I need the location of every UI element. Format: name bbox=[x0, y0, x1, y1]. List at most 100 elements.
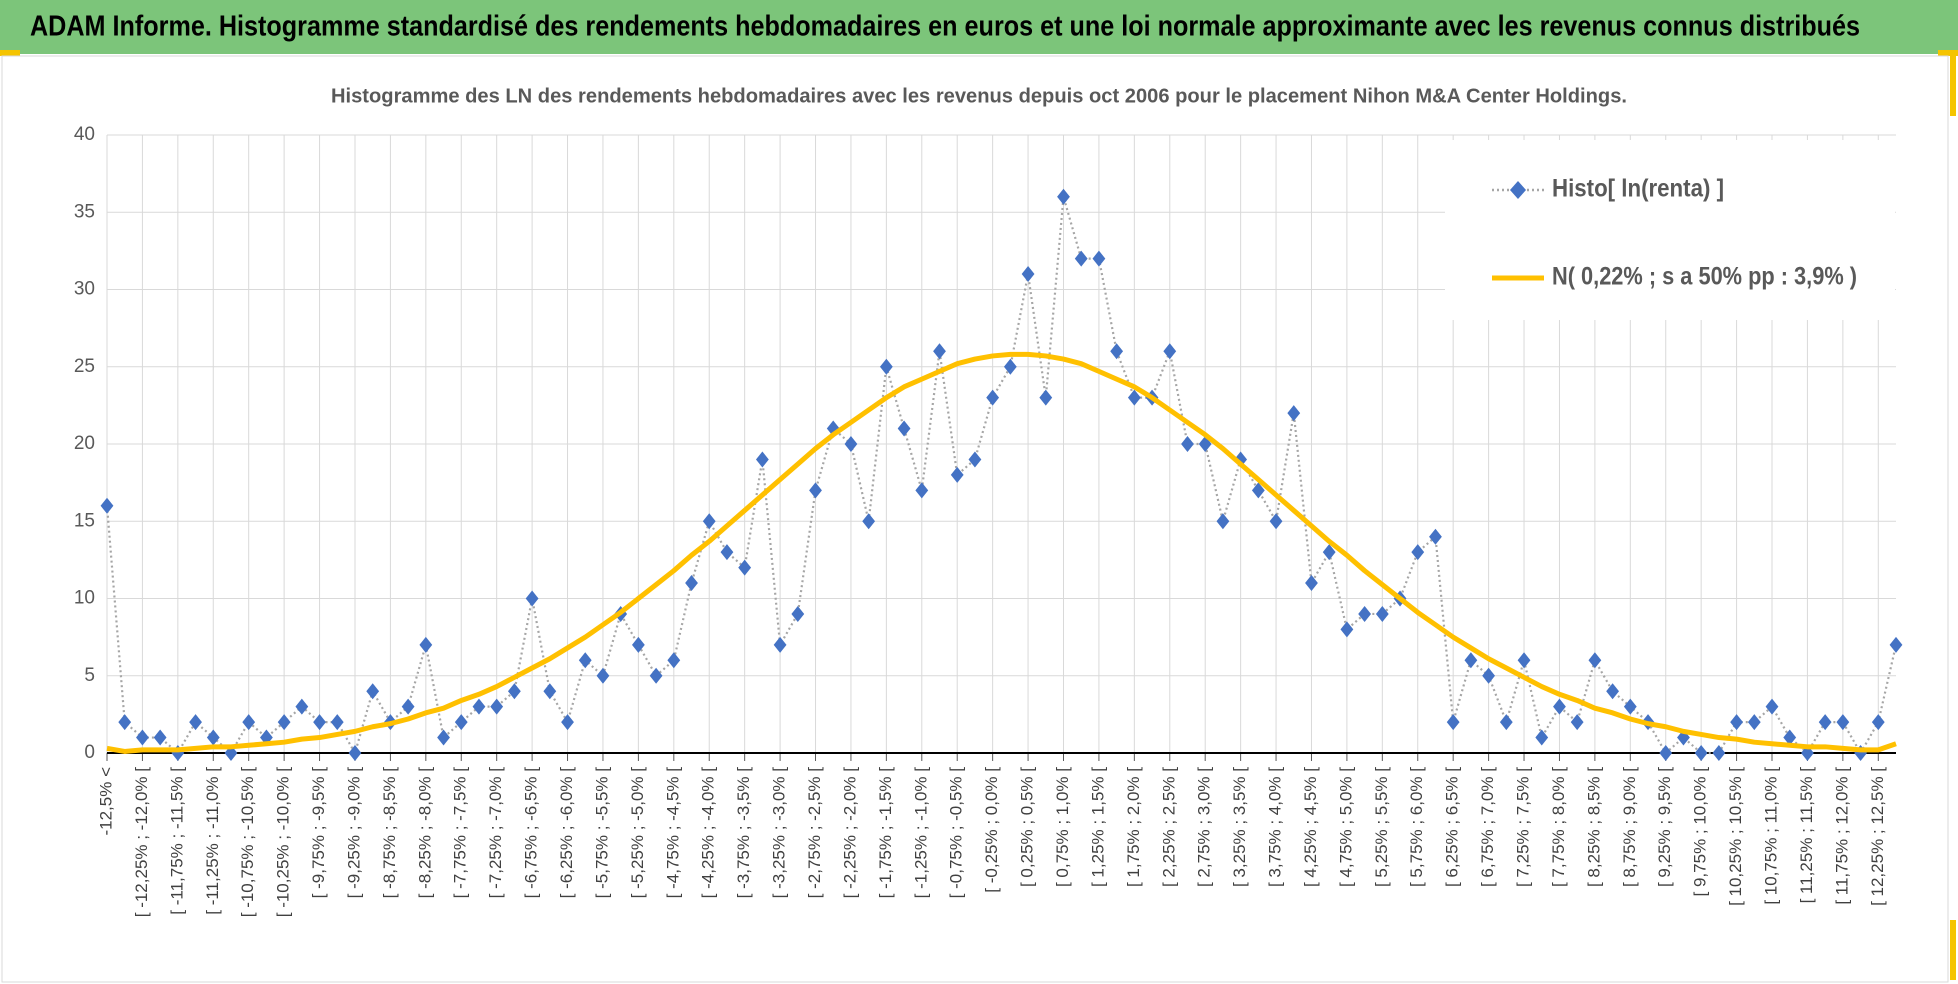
data-point bbox=[773, 636, 787, 653]
data-point bbox=[1057, 188, 1070, 205]
x-tick-label: [ -4,75% ; -4,5% [ bbox=[663, 767, 682, 899]
y-tick-label: 25 bbox=[74, 356, 95, 377]
data-point bbox=[1517, 652, 1531, 669]
x-tick-label: [ -2,25% ; -2,0% [ bbox=[840, 767, 859, 899]
edge-accent bbox=[1950, 920, 1956, 980]
data-point bbox=[1694, 745, 1708, 761]
data-point bbox=[1623, 698, 1637, 715]
x-tick-label: [ 6,25% ; 6,5% [ bbox=[1443, 767, 1462, 887]
data-point bbox=[543, 683, 557, 700]
x-tick-label: [ 11,25% ; 11,5% [ bbox=[1797, 767, 1816, 904]
x-tick-label: [ -0,75% ; -0,5% [ bbox=[947, 767, 966, 899]
data-point bbox=[1110, 343, 1124, 360]
x-tick-label: [ -3,75% ; -3,5% [ bbox=[734, 767, 753, 899]
data-point bbox=[100, 497, 114, 514]
data-point bbox=[472, 698, 486, 715]
x-tick-label: [ -4,25% ; -4,0% [ bbox=[699, 767, 718, 899]
x-tick-label: [ 2,75% ; 3,0% [ bbox=[1195, 767, 1214, 887]
x-tick-label: [ -11,75% ; -11,5% [ bbox=[167, 767, 186, 915]
x-tick-label: [ -8,25% ; -8,0% [ bbox=[415, 767, 434, 899]
data-point bbox=[1039, 389, 1053, 406]
data-point bbox=[295, 698, 309, 715]
x-tick-label: [ -5,25% ; -5,0% [ bbox=[628, 767, 647, 899]
data-point bbox=[986, 389, 1000, 406]
data-point bbox=[596, 667, 610, 684]
data-point bbox=[702, 513, 716, 530]
data-point bbox=[1801, 745, 1814, 761]
legend: Histo[ ln(renta) ] N( 0,22% ; s a 50% pp… bbox=[1445, 140, 1895, 320]
data-point bbox=[1730, 714, 1743, 731]
data-point bbox=[933, 343, 946, 360]
data-point bbox=[720, 544, 734, 561]
data-point bbox=[366, 683, 380, 700]
data-point bbox=[1251, 482, 1265, 499]
x-tick-label: [ 9,25% ; 9,5% [ bbox=[1655, 767, 1674, 887]
data-point bbox=[277, 714, 291, 731]
data-point bbox=[189, 714, 202, 731]
corner-accent bbox=[1938, 50, 1958, 56]
data-point bbox=[1783, 729, 1797, 746]
x-tick-label: [ 7,25% ; 7,5% [ bbox=[1514, 767, 1533, 887]
data-point bbox=[1411, 544, 1425, 561]
x-tick-label: [ 4,75% ; 5,0% [ bbox=[1336, 767, 1355, 887]
y-tick-label: 40 bbox=[74, 124, 95, 145]
data-point bbox=[1588, 652, 1602, 669]
data-point bbox=[631, 636, 645, 653]
data-point bbox=[1074, 250, 1088, 267]
x-tick-label: [ -6,25% ; -6,0% [ bbox=[557, 767, 576, 899]
data-point bbox=[685, 575, 698, 592]
x-tick-label: [ 5,75% ; 6,0% [ bbox=[1407, 767, 1426, 887]
x-tick-label: [ 12,25% ; 12,5% [ bbox=[1868, 767, 1887, 906]
x-tick-label: [ 4,25% ; 4,5% [ bbox=[1301, 767, 1320, 887]
x-tick-label: [ 7,75% ; 8,0% [ bbox=[1549, 767, 1568, 887]
x-tick-label: [ 10,25% ; 10,5% [ bbox=[1726, 767, 1745, 906]
data-point bbox=[667, 652, 681, 669]
data-point bbox=[791, 605, 805, 622]
x-tick-label: [ -5,75% ; -5,5% [ bbox=[592, 767, 611, 899]
legend-label: N( 0,22% ; s a 50% pp : 3,9% ) bbox=[1552, 263, 1857, 291]
chart-title: Histogramme des LN des rendements hebdom… bbox=[331, 85, 1627, 107]
data-point bbox=[649, 667, 663, 684]
data-point bbox=[897, 420, 911, 437]
data-point bbox=[1446, 714, 1460, 731]
x-tick-label: [ -10,75% ; -10,5% [ bbox=[238, 767, 257, 918]
x-tick-label: [ -8,75% ; -8,5% [ bbox=[380, 767, 399, 899]
data-point bbox=[206, 729, 220, 746]
data-point bbox=[490, 698, 504, 715]
y-tick-label: 20 bbox=[74, 433, 95, 454]
data-point bbox=[950, 466, 964, 483]
data-point bbox=[507, 683, 521, 700]
data-point bbox=[1287, 405, 1301, 422]
x-tick-label: [ -9,25% ; -9,0% [ bbox=[344, 767, 363, 899]
y-tick-label: 10 bbox=[74, 588, 95, 609]
x-tick-label: [ -6,75% ; -6,5% [ bbox=[522, 767, 541, 899]
data-point bbox=[1889, 636, 1903, 653]
x-tick-label: [ 3,25% ; 3,5% [ bbox=[1230, 767, 1249, 887]
x-tick-label: [ -1,75% ; -1,5% [ bbox=[876, 767, 895, 899]
data-point bbox=[1163, 343, 1177, 360]
x-tick-label: [ 3,75% ; 4,0% [ bbox=[1266, 767, 1285, 887]
data-point bbox=[862, 513, 876, 530]
x-tick-label: -12,5% < bbox=[96, 767, 115, 836]
y-tick-label: 0 bbox=[84, 742, 95, 763]
data-point bbox=[1747, 714, 1761, 731]
y-tick-label: 5 bbox=[84, 665, 95, 686]
data-point bbox=[136, 729, 149, 746]
data-point bbox=[879, 358, 893, 375]
data-point bbox=[1712, 745, 1726, 761]
data-point bbox=[1322, 544, 1336, 561]
x-tick-label: [ 0,25% ; 0,5% [ bbox=[1018, 767, 1037, 887]
x-tick-label: [ 8,75% ; 9,0% [ bbox=[1620, 767, 1639, 887]
data-point bbox=[755, 451, 769, 468]
x-tick-label: [ 1,75% ; 2,0% [ bbox=[1124, 767, 1143, 887]
data-point bbox=[1358, 605, 1372, 622]
data-point bbox=[1375, 605, 1389, 622]
header-title: ADAM Informe. Histogramme standardisé de… bbox=[30, 11, 1860, 43]
edge-accent bbox=[1950, 56, 1956, 116]
x-tick-label: [ -7,25% ; -7,0% [ bbox=[486, 767, 505, 899]
data-point bbox=[1659, 745, 1673, 761]
y-tick-label: 35 bbox=[74, 201, 95, 222]
legend-box bbox=[1445, 140, 1895, 320]
data-point bbox=[153, 729, 167, 746]
